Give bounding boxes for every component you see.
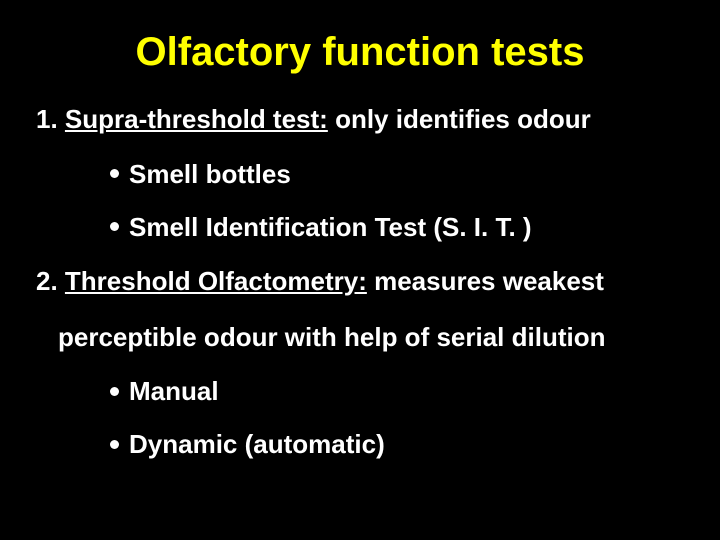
section-1-bullet-1: Smell bottles [110, 159, 684, 190]
section-2-continuation: perceptible odour with help of serial di… [58, 321, 684, 355]
section-2-heading: 2. Threshold Olfactometry: measures weak… [36, 265, 684, 299]
section-1-suffix: only identifies odour [328, 104, 591, 134]
section-2-suffix: measures weakest [367, 266, 604, 296]
section-1-bullet-2: Smell Identification Test (S. I. T. ) [110, 212, 684, 243]
slide-title: Olfactory function tests [36, 30, 684, 75]
bullet-dot-icon [110, 222, 119, 231]
bullet-text: Dynamic (automatic) [129, 429, 385, 459]
section-1-underlined: Supra-threshold test: [65, 104, 328, 134]
bullet-text: Manual [129, 376, 219, 406]
bullet-dot-icon [110, 169, 119, 178]
bullet-dot-icon [110, 440, 119, 449]
bullet-dot-icon [110, 387, 119, 396]
section-2-underlined: Threshold Olfactometry: [65, 266, 367, 296]
bullet-text: Smell Identification Test (S. I. T. ) [129, 212, 532, 242]
bullet-text: Smell bottles [129, 159, 291, 189]
section-2-prefix: 2. [36, 266, 65, 296]
section-2-bullet-1: Manual [110, 376, 684, 407]
section-1-prefix: 1. [36, 104, 65, 134]
section-1-heading: 1. Supra-threshold test: only identifies… [36, 103, 684, 137]
section-2-bullet-2: Dynamic (automatic) [110, 429, 684, 460]
